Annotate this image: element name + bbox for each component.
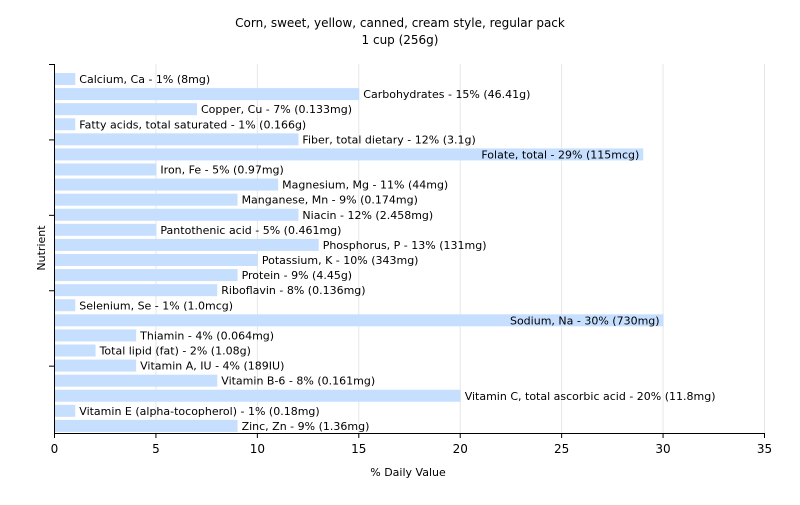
bar-label: Zinc, Zn - 9% (1.36mg) [242, 420, 370, 433]
bar [55, 269, 238, 282]
bar-label: Iron, Fe - 5% (0.97mg) [160, 164, 283, 177]
bar-label: Vitamin A, IU - 4% (189IU) [140, 360, 284, 373]
bar [55, 133, 299, 146]
x-axis-label: % Daily Value [370, 466, 446, 479]
bar-label: Copper, Cu - 7% (0.133mg) [201, 103, 352, 116]
bar-label: Protein - 9% (4.45g) [242, 269, 353, 282]
bar-label: Total lipid (fat) - 2% (1.08g) [99, 345, 251, 358]
bar [55, 404, 76, 417]
bar-label: Fatty acids, total saturated - 1% (0.166… [79, 118, 306, 131]
bar [55, 208, 299, 221]
bar [55, 193, 238, 206]
bar [55, 344, 96, 357]
bar [55, 73, 76, 85]
y-axis-label: Nutrient [35, 225, 48, 271]
bar [55, 299, 76, 312]
x-tick-label: 35 [757, 442, 772, 456]
bar [55, 419, 238, 432]
bar [55, 178, 279, 191]
bar-label: Vitamin E (alpha-tocopherol) - 1% (0.18m… [79, 405, 319, 418]
bar-label: Carbohydrates - 15% (46.41g) [363, 88, 530, 101]
x-tick-label: 15 [351, 442, 366, 456]
x-tick-label: 0 [51, 442, 59, 456]
x-tick-label: 30 [655, 442, 670, 456]
bar-label: Fiber, total dietary - 12% (3.1g) [302, 133, 475, 146]
bar [55, 329, 137, 342]
x-tick-label: 20 [453, 442, 468, 456]
axes: 0 5 10 15 20 25 30 35 [49, 64, 772, 456]
bar-label: Phosphorus, P - 13% (131mg) [323, 239, 487, 252]
x-tick-label: 5 [152, 442, 160, 456]
bar-label: Folate, total - 29% (115mcg) [481, 148, 639, 161]
bar-label: Potassium, K - 10% (343mg) [262, 254, 419, 267]
bar [55, 238, 319, 251]
bar-label: Pantothenic acid - 5% (0.461mg) [160, 224, 341, 237]
bar-label: Niacin - 12% (2.458mg) [302, 209, 433, 222]
bar-label: Vitamin C, total ascorbic acid - 20% (11… [465, 390, 716, 403]
bar [55, 103, 197, 116]
bar [55, 284, 218, 297]
bar [55, 359, 137, 372]
bar [55, 163, 157, 176]
bar [55, 223, 157, 236]
chart-title: Corn, sweet, yellow, canned, cream style… [235, 16, 565, 30]
bar [55, 389, 461, 402]
bar-label: Vitamin B-6 - 8% (0.161mg) [221, 375, 375, 388]
bar [55, 374, 218, 387]
bar-label: Magnesium, Mg - 11% (44mg) [282, 179, 448, 192]
bar [55, 148, 644, 161]
bar [55, 314, 664, 327]
x-tick-label: 25 [554, 442, 569, 456]
bar-label: Sodium, Na - 30% (730mg) [510, 314, 660, 327]
bar-label: Riboflavin - 8% (0.136mg) [221, 284, 365, 297]
x-tick-label: 10 [250, 442, 265, 456]
bar-label: Selenium, Se - 1% (1.0mcg) [79, 299, 233, 312]
bar-label: Thiamin - 4% (0.064mg) [139, 329, 274, 342]
chart-subtitle: 1 cup (256g) [362, 33, 439, 47]
bars: Calcium, Ca - 1% (8mg) Carbohydrates - 15… [55, 73, 716, 433]
bar [55, 88, 360, 101]
bar-label: Calcium, Ca - 1% (8mg) [79, 73, 210, 86]
bar [55, 254, 258, 266]
bar-label: Manganese, Mn - 9% (0.174mg) [242, 194, 418, 207]
bar [55, 118, 76, 131]
